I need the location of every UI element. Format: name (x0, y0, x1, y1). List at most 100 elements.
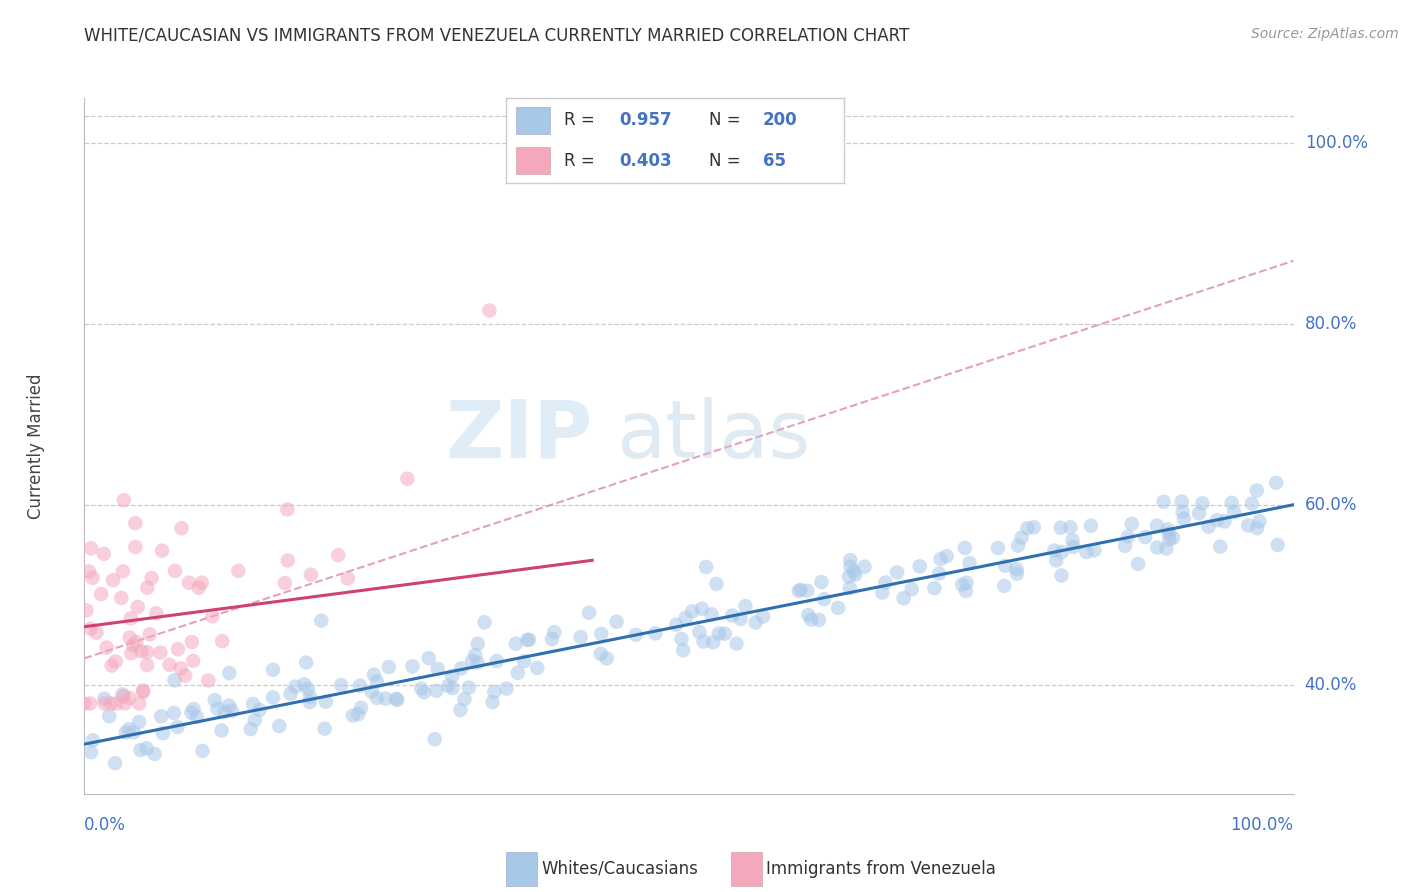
Point (1246, 483, 1268, 498)
Point (1050, 568, 1073, 582)
Text: 40.0%: 40.0% (1305, 676, 1357, 695)
Point (1011, 531, 1033, 545)
Point (132, 683, 155, 698)
Point (1045, 553, 1067, 567)
Point (700, 607, 723, 622)
Point (929, 552, 952, 566)
Point (839, 553, 862, 567)
Point (297, 681, 319, 696)
Point (163, 564, 186, 578)
Point (467, 637, 489, 651)
Text: N =: N = (709, 112, 745, 129)
Text: 200: 200 (762, 112, 797, 129)
Point (115, 725, 138, 739)
Point (707, 626, 730, 640)
Point (90, 587, 112, 601)
Point (1043, 543, 1066, 558)
Point (363, 667, 385, 681)
Point (311, 614, 333, 628)
Point (136, 658, 159, 673)
Point (1157, 523, 1180, 537)
Point (169, 661, 191, 675)
Point (242, 697, 264, 711)
Point (80, 541, 103, 556)
Point (695, 560, 717, 574)
Point (114, 697, 136, 711)
Point (100, 697, 122, 711)
Point (1213, 515, 1236, 529)
Point (129, 743, 152, 757)
Point (1059, 520, 1081, 534)
Text: ZIP: ZIP (444, 397, 592, 475)
Point (163, 706, 186, 720)
Point (201, 609, 224, 624)
Point (315, 695, 337, 709)
Point (908, 559, 931, 574)
Point (360, 684, 382, 698)
Point (1209, 540, 1232, 554)
Point (441, 669, 464, 683)
Point (101, 573, 124, 587)
Point (1126, 557, 1149, 571)
Point (120, 611, 142, 625)
Point (330, 678, 353, 692)
Point (218, 698, 240, 713)
Point (706, 577, 728, 591)
Point (111, 688, 134, 702)
Point (437, 679, 460, 693)
Point (1135, 530, 1157, 544)
Point (183, 702, 205, 716)
Point (690, 601, 713, 615)
Point (298, 695, 321, 709)
Text: Immigrants from Venezuela: Immigrants from Venezuela (766, 860, 995, 878)
Point (1173, 512, 1195, 526)
Point (76, 603, 98, 617)
Point (800, 613, 823, 627)
Point (111, 565, 134, 579)
Point (681, 604, 703, 618)
Point (82, 733, 104, 747)
Point (131, 644, 153, 658)
Point (1171, 494, 1194, 508)
Point (1156, 541, 1178, 556)
Point (516, 633, 538, 648)
Point (453, 692, 475, 706)
Point (484, 685, 506, 699)
Point (474, 615, 496, 630)
Point (789, 582, 811, 597)
Point (1171, 505, 1194, 519)
Point (875, 575, 897, 590)
Point (924, 581, 946, 595)
Point (411, 681, 433, 696)
Text: Source: ZipAtlas.com: Source: ZipAtlas.com (1251, 27, 1399, 41)
Point (1246, 521, 1268, 535)
Point (464, 648, 486, 662)
Point (418, 651, 440, 665)
Point (1017, 521, 1039, 535)
Point (180, 706, 202, 720)
Point (495, 681, 517, 696)
Point (350, 701, 373, 715)
Point (366, 690, 388, 705)
Point (955, 575, 977, 590)
Point (807, 613, 830, 627)
Point (1206, 513, 1229, 527)
Point (136, 645, 159, 659)
Point (145, 607, 167, 621)
Point (98, 709, 121, 723)
Point (342, 708, 364, 723)
Point (150, 543, 173, 558)
Point (993, 579, 1015, 593)
Text: WHITE/CAUCASIAN VS IMMIGRANTS FROM VENEZUELA CURRENTLY MARRIED CORRELATION CHART: WHITE/CAUCASIAN VS IMMIGRANTS FROM VENEZ… (84, 27, 910, 45)
Point (813, 592, 835, 607)
Point (506, 665, 529, 680)
Point (481, 695, 503, 709)
Point (105, 697, 128, 711)
Point (197, 673, 219, 688)
Point (541, 632, 564, 646)
Point (730, 612, 752, 626)
Point (387, 693, 409, 707)
Point (82, 571, 104, 585)
Point (214, 705, 236, 719)
Point (295, 656, 318, 670)
